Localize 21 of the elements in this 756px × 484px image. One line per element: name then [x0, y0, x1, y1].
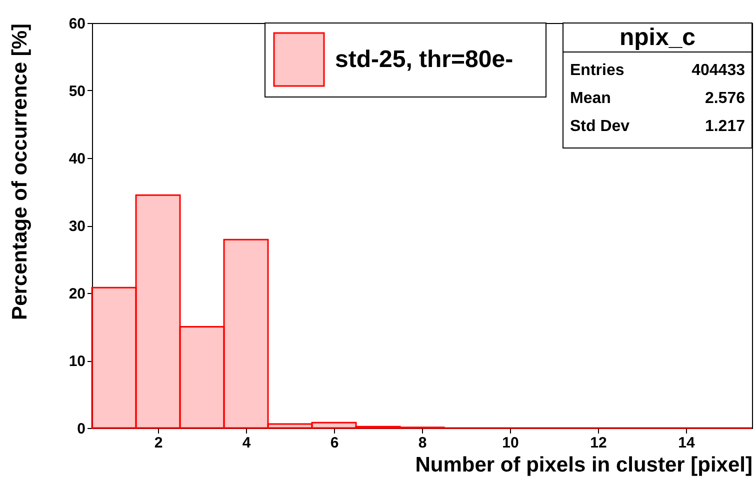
y-tick-label: 0 — [77, 420, 86, 438]
x-tick-label: 12 — [590, 434, 607, 452]
y-tick-label: 60 — [68, 16, 86, 32]
y-tick-label: 30 — [68, 218, 86, 235]
y-tick-label: 20 — [68, 286, 86, 302]
text: Std Dev 1.217 — [570, 118, 745, 135]
y-tick-label: 40 — [68, 150, 86, 168]
y-axis-title: Percentage of occurrence [%] — [8, 24, 32, 320]
legend-label: std-25, thr=80e- — [335, 46, 514, 73]
x-tick-label: 2 — [154, 434, 163, 452]
x-tick-label: 10 — [502, 434, 519, 452]
x-tick-label: 6 — [330, 434, 339, 452]
y-tick-label: 50 — [68, 83, 86, 100]
x-tick-label: 8 — [418, 434, 427, 452]
text: Entries 404433 — [570, 62, 745, 79]
y-tick-label: 10 — [68, 353, 86, 370]
annotation: npix_c — [619, 24, 696, 51]
x-tick-label: 4 — [242, 434, 252, 452]
x-tick-label: 14 — [678, 434, 696, 452]
x-axis-title: Number of pixels in cluster [pixel] — [415, 454, 752, 476]
text: Mean 2.576 — [570, 90, 745, 107]
